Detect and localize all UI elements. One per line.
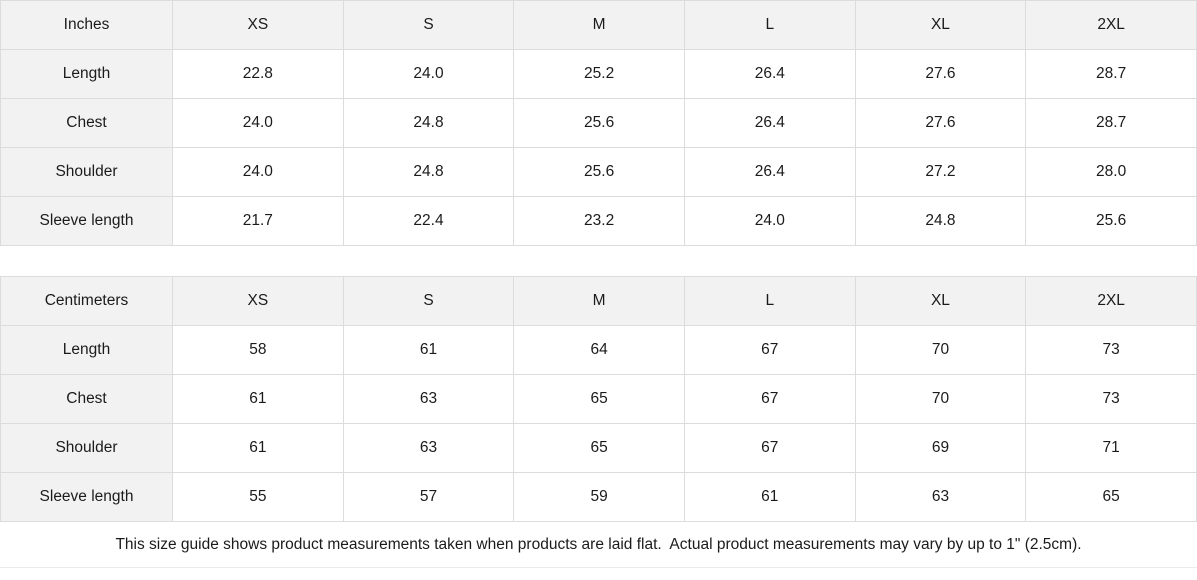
cell-value: 67: [683, 325, 856, 375]
cell-value: 58: [172, 325, 344, 375]
cell-value: 22.8: [172, 49, 344, 99]
cell-value: 25.6: [513, 98, 685, 148]
cell-value: 61: [683, 472, 856, 522]
cell-value: 25.6: [513, 147, 685, 197]
size-header-2xl: 2XL: [1025, 276, 1197, 326]
size-header-s: S: [342, 276, 515, 326]
cell-value: 28.7: [1025, 49, 1197, 99]
table-row-sleeve-length: Sleeve length 55 57 59 61 63 65: [0, 472, 1197, 522]
size-header-xl: XL: [854, 276, 1027, 326]
size-header-m: M: [513, 0, 685, 50]
cell-value: 63: [342, 423, 515, 473]
row-label: Sleeve length: [0, 196, 173, 246]
size-header-s: S: [342, 0, 515, 50]
cell-value: 65: [513, 423, 685, 473]
size-header-xs: XS: [172, 0, 344, 50]
cell-value: 73: [1025, 374, 1197, 424]
cell-value: 24.0: [172, 98, 344, 148]
cell-value: 22.4: [342, 196, 515, 246]
table-row-shoulder: Shoulder 61 63 65 67 69 71: [0, 423, 1197, 473]
size-header-xl: XL: [854, 0, 1027, 50]
size-header-l: L: [683, 276, 856, 326]
unit-header-inches: Inches: [0, 0, 173, 50]
cell-value: 27.6: [854, 98, 1027, 148]
centimeters-table: Centimeters XS S M L XL 2XL Length 58 61…: [0, 276, 1197, 522]
cell-value: 26.4: [683, 49, 856, 99]
size-header-m: M: [513, 276, 685, 326]
row-label: Shoulder: [0, 423, 173, 473]
cell-value: 65: [513, 374, 685, 424]
cell-value: 64: [513, 325, 685, 375]
cell-value: 24.0: [172, 147, 344, 197]
row-label: Length: [0, 325, 173, 375]
cell-value: 23.2: [513, 196, 685, 246]
cell-value: 73: [1025, 325, 1197, 375]
cell-value: 57: [342, 472, 515, 522]
unit-header-centimeters: Centimeters: [0, 276, 173, 326]
table-row-length: Length 58 61 64 67 70 73: [0, 325, 1197, 375]
cell-value: 59: [513, 472, 685, 522]
table-row-length: Length 22.8 24.0 25.2 26.4 27.6 28.7: [0, 49, 1197, 99]
table-row-chest: Chest 24.0 24.8 25.6 26.4 27.6 28.7: [0, 98, 1197, 148]
cell-value: 61: [172, 423, 344, 473]
cell-value: 28.7: [1025, 98, 1197, 148]
inches-header-row: Inches XS S M L XL 2XL: [0, 0, 1197, 50]
inches-table: Inches XS S M L XL 2XL Length 22.8 24.0 …: [0, 0, 1197, 246]
cell-value: 24.8: [342, 147, 515, 197]
size-header-l: L: [683, 0, 856, 50]
cell-value: 24.8: [342, 98, 515, 148]
table-row-chest: Chest 61 63 65 67 70 73: [0, 374, 1197, 424]
cell-value: 26.4: [683, 98, 856, 148]
size-header-2xl: 2XL: [1025, 0, 1197, 50]
cell-value: 27.6: [854, 49, 1027, 99]
cell-value: 67: [683, 423, 856, 473]
row-label: Chest: [0, 98, 173, 148]
cell-value: 21.7: [172, 196, 344, 246]
cell-value: 25.2: [513, 49, 685, 99]
cell-value: 70: [854, 374, 1027, 424]
table-row-sleeve-length: Sleeve length 21.7 22.4 23.2 24.0 24.8 2…: [0, 196, 1197, 246]
cell-value: 61: [342, 325, 515, 375]
cell-value: 71: [1025, 423, 1197, 473]
table-gap: [0, 246, 1197, 276]
cell-value: 63: [342, 374, 515, 424]
table-row-shoulder: Shoulder 24.0 24.8 25.6 26.4 27.2 28.0: [0, 147, 1197, 197]
row-label: Length: [0, 49, 173, 99]
row-label: Chest: [0, 374, 173, 424]
cell-value: 65: [1025, 472, 1197, 522]
centimeters-header-row: Centimeters XS S M L XL 2XL: [0, 276, 1197, 326]
size-header-xs: XS: [172, 276, 344, 326]
size-guide-footnote: This size guide shows product measuremen…: [0, 522, 1197, 568]
row-label: Sleeve length: [0, 472, 173, 522]
cell-value: 24.8: [854, 196, 1027, 246]
cell-value: 61: [172, 374, 344, 424]
cell-value: 28.0: [1025, 147, 1197, 197]
row-label: Shoulder: [0, 147, 173, 197]
cell-value: 27.2: [854, 147, 1027, 197]
cell-value: 69: [854, 423, 1027, 473]
size-guide: Inches XS S M L XL 2XL Length 22.8 24.0 …: [0, 0, 1197, 568]
cell-value: 26.4: [683, 147, 856, 197]
cell-value: 67: [683, 374, 856, 424]
cell-value: 55: [172, 472, 344, 522]
cell-value: 24.0: [683, 196, 856, 246]
cell-value: 63: [854, 472, 1027, 522]
cell-value: 25.6: [1025, 196, 1197, 246]
cell-value: 24.0: [342, 49, 515, 99]
cell-value: 70: [854, 325, 1027, 375]
